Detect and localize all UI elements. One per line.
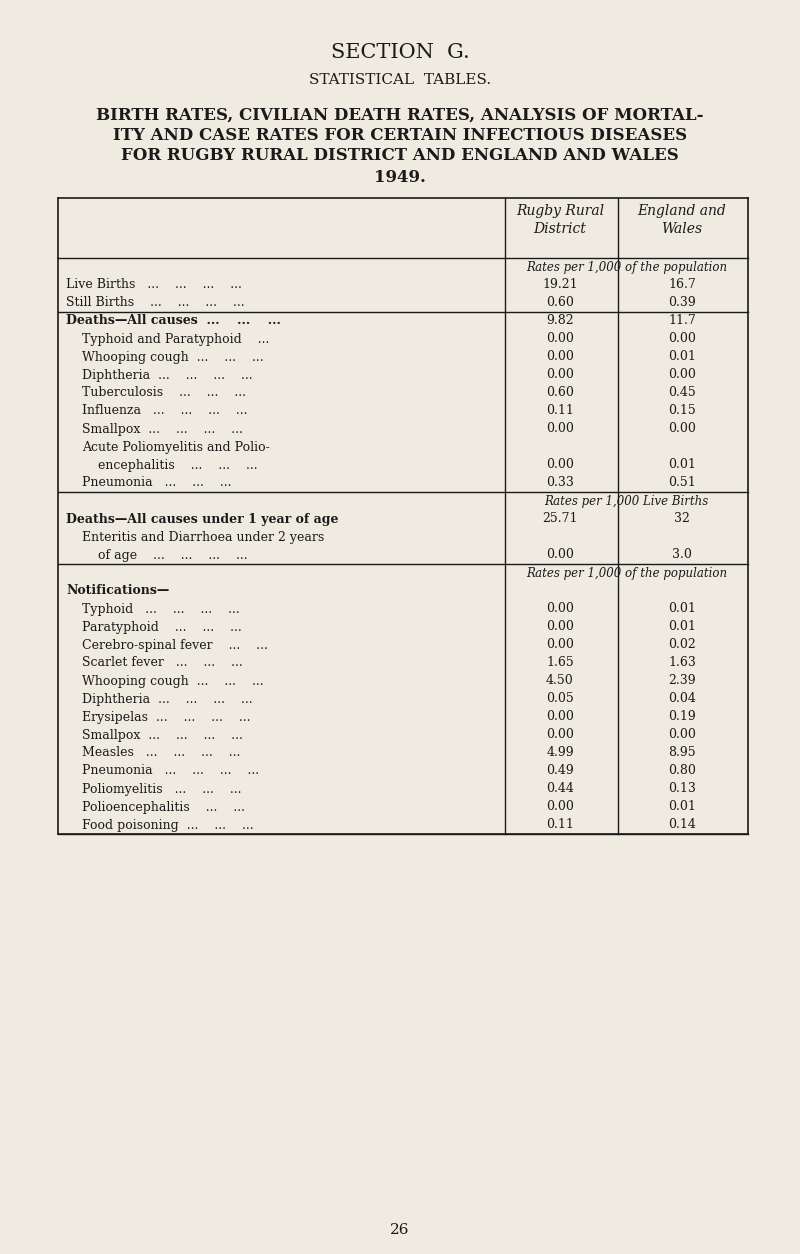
Text: Paratyphoid    ...    ...    ...: Paratyphoid ... ... ...	[82, 621, 242, 633]
Text: 0.60: 0.60	[546, 386, 574, 400]
Text: Influenza   ...    ...    ...    ...: Influenza ... ... ... ...	[82, 405, 247, 418]
Text: encephalitis    ...    ...    ...: encephalitis ... ... ...	[98, 459, 258, 472]
Text: Deaths—All causes under 1 year of age: Deaths—All causes under 1 year of age	[66, 513, 338, 525]
Text: Poliomyelitis   ...    ...    ...: Poliomyelitis ... ... ...	[82, 782, 242, 795]
Text: 0.80: 0.80	[668, 765, 696, 777]
Text: Rates per 1,000 of the population: Rates per 1,000 of the population	[526, 261, 727, 273]
Text: Pneumonia   ...    ...    ...    ...: Pneumonia ... ... ... ...	[82, 765, 259, 777]
Text: Food poisoning  ...    ...    ...: Food poisoning ... ... ...	[82, 819, 254, 831]
Text: of age    ...    ...    ...    ...: of age ... ... ... ...	[98, 548, 248, 562]
Text: 0.11: 0.11	[546, 819, 574, 831]
Text: 0.01: 0.01	[668, 351, 696, 364]
Text: 0.00: 0.00	[546, 332, 574, 346]
Text: 0.00: 0.00	[546, 351, 574, 364]
Text: 0.00: 0.00	[546, 711, 574, 724]
Text: 0.00: 0.00	[668, 369, 696, 381]
Text: 8.95: 8.95	[668, 746, 696, 760]
Text: England and
Wales: England and Wales	[638, 204, 726, 236]
Text: Diphtheria  ...    ...    ...    ...: Diphtheria ... ... ... ...	[82, 692, 253, 706]
Text: Live Births   ...    ...    ...    ...: Live Births ... ... ... ...	[66, 278, 242, 291]
Text: 0.44: 0.44	[546, 782, 574, 795]
Text: FOR RUGBY RURAL DISTRICT AND ENGLAND AND WALES: FOR RUGBY RURAL DISTRICT AND ENGLAND AND…	[121, 147, 679, 163]
Text: 0.02: 0.02	[668, 638, 696, 652]
Text: 0.51: 0.51	[668, 477, 696, 489]
Text: 11.7: 11.7	[668, 315, 696, 327]
Text: Typhoid and Paratyphoid    ...: Typhoid and Paratyphoid ...	[82, 332, 270, 346]
Text: 0.19: 0.19	[668, 711, 696, 724]
Text: 0.01: 0.01	[668, 602, 696, 616]
Text: Deaths—All causes  ...    ...    ...: Deaths—All causes ... ... ...	[66, 315, 281, 327]
Text: Diphtheria  ...    ...    ...    ...: Diphtheria ... ... ... ...	[82, 369, 253, 381]
Text: Still Births    ...    ...    ...    ...: Still Births ... ... ... ...	[66, 296, 245, 310]
Text: 0.00: 0.00	[668, 332, 696, 346]
Text: 1949.: 1949.	[374, 168, 426, 186]
Text: Rates per 1,000 of the population: Rates per 1,000 of the population	[526, 567, 727, 579]
Text: 0.00: 0.00	[546, 638, 574, 652]
Text: 0.00: 0.00	[668, 423, 696, 435]
Text: 0.11: 0.11	[546, 405, 574, 418]
Text: 0.00: 0.00	[546, 729, 574, 741]
Text: 0.00: 0.00	[546, 800, 574, 814]
Text: Notifications—: Notifications—	[66, 584, 170, 597]
Text: 0.45: 0.45	[668, 386, 696, 400]
Text: 4.50: 4.50	[546, 675, 574, 687]
Text: 32: 32	[674, 513, 690, 525]
Text: SECTION  G.: SECTION G.	[330, 43, 470, 61]
Text: 0.00: 0.00	[546, 369, 574, 381]
Text: Whooping cough  ...    ...    ...: Whooping cough ... ... ...	[82, 675, 264, 687]
Text: 0.05: 0.05	[546, 692, 574, 706]
Text: STATISTICAL  TABLES.: STATISTICAL TABLES.	[309, 73, 491, 87]
Text: 1.63: 1.63	[668, 657, 696, 670]
Text: Whooping cough  ...    ...    ...: Whooping cough ... ... ...	[82, 351, 264, 364]
Text: BIRTH RATES, CIVILIAN DEATH RATES, ANALYSIS OF MORTAL-: BIRTH RATES, CIVILIAN DEATH RATES, ANALY…	[96, 107, 704, 123]
Text: 26: 26	[390, 1223, 410, 1236]
Text: 0.04: 0.04	[668, 692, 696, 706]
Text: 25.71: 25.71	[542, 513, 578, 525]
Text: 0.15: 0.15	[668, 405, 696, 418]
Text: 1.65: 1.65	[546, 657, 574, 670]
Text: Tuberculosis    ...    ...    ...: Tuberculosis ... ... ...	[82, 386, 246, 400]
Text: ITY AND CASE RATES FOR CERTAIN INFECTIOUS DISEASES: ITY AND CASE RATES FOR CERTAIN INFECTIOU…	[113, 127, 687, 143]
Text: 19.21: 19.21	[542, 278, 578, 291]
Text: Acute Poliomyelitis and Polio-: Acute Poliomyelitis and Polio-	[82, 440, 270, 454]
Text: Rates per 1,000 Live Births: Rates per 1,000 Live Births	[544, 494, 709, 508]
Text: 0.60: 0.60	[546, 296, 574, 310]
Text: 2.39: 2.39	[668, 675, 696, 687]
Text: Smallpox  ...    ...    ...    ...: Smallpox ... ... ... ...	[82, 729, 243, 741]
Text: 0.13: 0.13	[668, 782, 696, 795]
Text: 4.99: 4.99	[546, 746, 574, 760]
Text: 0.00: 0.00	[546, 602, 574, 616]
Text: Scarlet fever   ...    ...    ...: Scarlet fever ... ... ...	[82, 657, 242, 670]
Text: Rugby Rural
District: Rugby Rural District	[516, 204, 604, 236]
Text: Cerebro-spinal fever    ...    ...: Cerebro-spinal fever ... ...	[82, 638, 268, 652]
Text: Polioencephalitis    ...    ...: Polioencephalitis ... ...	[82, 800, 245, 814]
Text: Enteritis and Diarrhoea under 2 years: Enteritis and Diarrhoea under 2 years	[82, 530, 324, 543]
Text: Smallpox  ...    ...    ...    ...: Smallpox ... ... ... ...	[82, 423, 243, 435]
Text: 0.01: 0.01	[668, 621, 696, 633]
Text: Measles   ...    ...    ...    ...: Measles ... ... ... ...	[82, 746, 240, 760]
Text: 0.01: 0.01	[668, 800, 696, 814]
Text: 3.0: 3.0	[672, 548, 692, 562]
Text: Erysipelas  ...    ...    ...    ...: Erysipelas ... ... ... ...	[82, 711, 250, 724]
Text: 0.01: 0.01	[668, 459, 696, 472]
Text: 0.00: 0.00	[546, 548, 574, 562]
Text: 0.14: 0.14	[668, 819, 696, 831]
Text: 0.00: 0.00	[546, 621, 574, 633]
Text: 0.00: 0.00	[546, 459, 574, 472]
Text: 0.00: 0.00	[546, 423, 574, 435]
Text: 0.39: 0.39	[668, 296, 696, 310]
Text: 16.7: 16.7	[668, 278, 696, 291]
Text: 0.49: 0.49	[546, 765, 574, 777]
Text: Pneumonia   ...    ...    ...: Pneumonia ... ... ...	[82, 477, 231, 489]
Text: 0.33: 0.33	[546, 477, 574, 489]
Text: 9.82: 9.82	[546, 315, 574, 327]
Text: 0.00: 0.00	[668, 729, 696, 741]
Text: Typhoid   ...    ...    ...    ...: Typhoid ... ... ... ...	[82, 602, 240, 616]
